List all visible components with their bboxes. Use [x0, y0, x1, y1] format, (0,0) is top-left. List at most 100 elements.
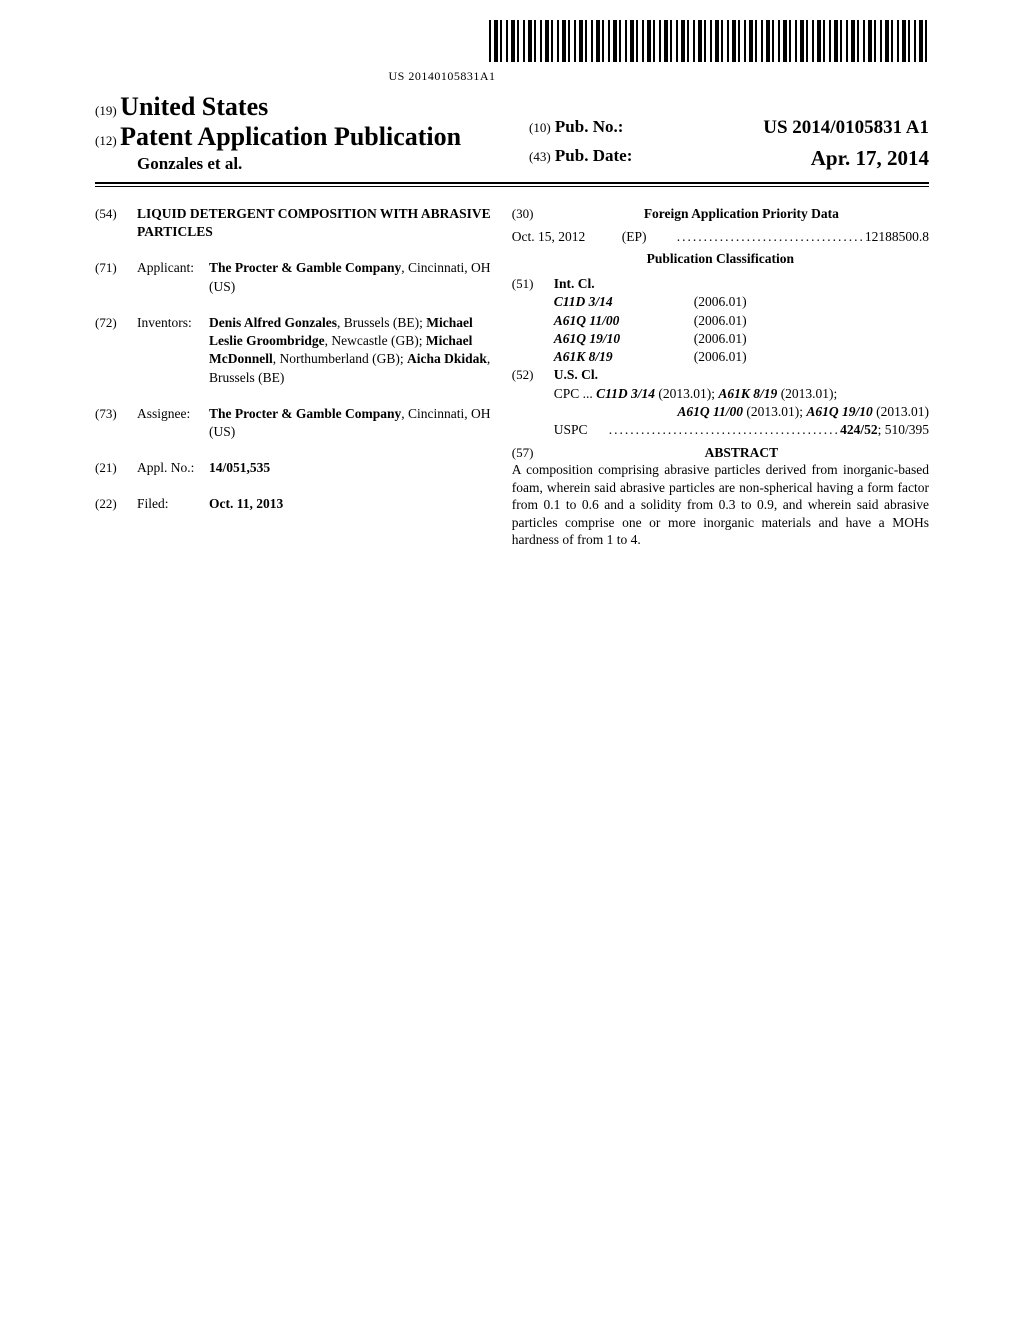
left-column: (54) LIQUID DETERGENT COMPOSITION WITH A…	[95, 205, 494, 549]
cpc-1b: A61K 8/19	[718, 386, 777, 401]
uspc-rest: ; 510/395	[878, 422, 929, 437]
priority-country: (EP)	[622, 229, 677, 245]
inventors-block: (72) Inventors: Denis Alfred Gonzales, B…	[95, 314, 494, 387]
uspc-row: USPC ...................................…	[512, 421, 929, 439]
header-right: (10) Pub. No.: US 2014/0105831 A1 (43) P…	[529, 114, 929, 174]
barcode-number: US 20140105831A1	[95, 69, 789, 84]
int-cl-code-3: A61K 8/19	[554, 348, 694, 366]
uspc-bold: 424/52	[840, 422, 878, 437]
priority-data-row: Oct. 15, 2012 (EP) .....................…	[512, 229, 929, 245]
abstract-text: A composition comprising abrasive partic…	[512, 461, 929, 549]
us-cl-code: (52)	[512, 366, 554, 384]
assignee-label: Assignee:	[137, 405, 209, 441]
pub-no-code: (10)	[529, 120, 551, 135]
applicant-name: The Procter & Gamble Company	[209, 260, 401, 275]
us-cl-label: U.S. Cl.	[554, 366, 929, 384]
applicant-content: The Procter & Gamble Company, Cincinnati…	[209, 259, 494, 295]
filed-content: Oct. 11, 2013	[209, 495, 494, 513]
inventors-label: Inventors:	[137, 314, 209, 387]
foreign-priority-heading: Foreign Application Priority Data	[554, 205, 929, 223]
int-cl-label: Int. Cl.	[554, 275, 929, 293]
cpc-1a: C11D 3/14	[596, 386, 655, 401]
int-cl-header: (51) Int. Cl.	[512, 275, 929, 293]
biblio-columns: (54) LIQUID DETERGENT COMPOSITION WITH A…	[95, 205, 929, 549]
assignee-content: The Procter & Gamble Company, Cincinnati…	[209, 405, 494, 441]
abstract-heading: ABSTRACT	[554, 445, 929, 461]
int-cl-year-0: (2006.01)	[694, 293, 794, 311]
appl-no-block: (21) Appl. No.: 14/051,535	[95, 459, 494, 477]
cpc-2b-suffix: (2013.01)	[873, 404, 929, 419]
pub-no-label: Pub. No.:	[555, 117, 623, 136]
appl-no-label: Appl. No.:	[137, 459, 209, 477]
int-cl-block: (51) Int. Cl. C11D 3/14 (2006.01) A61Q 1…	[512, 275, 929, 366]
country-code: (19)	[95, 103, 117, 118]
title-block: (54) LIQUID DETERGENT COMPOSITION WITH A…	[95, 205, 494, 241]
title-code: (54)	[95, 205, 137, 241]
pub-classification-heading: Publication Classification	[512, 251, 929, 267]
pub-date-left: (43) Pub. Date:	[529, 143, 632, 175]
country-line: (19) United States	[95, 92, 515, 122]
country-name: United States	[120, 92, 268, 121]
appl-no-content: 14/051,535	[209, 459, 494, 477]
inventors-code: (72)	[95, 314, 137, 387]
pub-date-row: (43) Pub. Date: Apr. 17, 2014	[529, 143, 929, 175]
cpc-1a-suffix: (2013.01);	[655, 386, 718, 401]
abstract-heading-row: (57) ABSTRACT	[512, 445, 929, 461]
pub-no-value: US 2014/0105831 A1	[763, 114, 929, 143]
filed-value: Oct. 11, 2013	[209, 496, 283, 511]
us-cl-header: (52) U.S. Cl.	[512, 366, 929, 384]
barcode-graphic	[489, 20, 929, 62]
header: (19) United States (12) Patent Applicati…	[95, 92, 929, 174]
inventor-1: Denis Alfred Gonzales	[209, 315, 337, 330]
applicant-label: Applicant:	[137, 259, 209, 295]
rule-thick	[95, 182, 929, 184]
doc-type: Patent Application Publication	[120, 122, 461, 151]
applicant-block: (71) Applicant: The Procter & Gamble Com…	[95, 259, 494, 295]
rule-thin	[95, 186, 929, 187]
int-cl-code: (51)	[512, 275, 554, 293]
cpc-prefix: CPC ...	[554, 386, 596, 401]
pub-date-label: Pub. Date:	[555, 146, 632, 165]
foreign-priority-block: (30) Foreign Application Priority Data	[512, 205, 929, 223]
cpc-1b-suffix: (2013.01);	[777, 386, 837, 401]
int-cl-year-2: (2006.01)	[694, 330, 794, 348]
int-cl-code-1: A61Q 11/00	[554, 312, 694, 330]
uspc-dots: ........................................…	[609, 421, 840, 439]
filed-block: (22) Filed: Oct. 11, 2013	[95, 495, 494, 513]
cpc-2a: A61Q 11/00	[677, 404, 743, 419]
int-cl-year-1: (2006.01)	[694, 312, 794, 330]
inventors-content: Denis Alfred Gonzales, Brussels (BE); Mi…	[209, 314, 494, 387]
int-cl-code-2: A61Q 19/10	[554, 330, 694, 348]
foreign-priority-code: (30)	[512, 205, 554, 223]
appl-no-value: 14/051,535	[209, 460, 270, 475]
assignee-block: (73) Assignee: The Procter & Gamble Comp…	[95, 405, 494, 441]
cpc-line-1: CPC ... C11D 3/14 (2013.01); A61K 8/19 (…	[512, 385, 929, 403]
right-column: (30) Foreign Application Priority Data O…	[512, 205, 929, 549]
cpc-2b: A61Q 19/10	[806, 404, 872, 419]
uspc-label: USPC	[554, 421, 609, 439]
int-cl-item-2: A61Q 19/10 (2006.01)	[512, 330, 929, 348]
int-cl-item-0: C11D 3/14 (2006.01)	[512, 293, 929, 311]
pub-date-code: (43)	[529, 149, 551, 164]
priority-dots: ...................................	[677, 229, 865, 245]
pub-no-left: (10) Pub. No.:	[529, 114, 623, 143]
header-left: (19) United States (12) Patent Applicati…	[95, 92, 515, 174]
pub-no-row: (10) Pub. No.: US 2014/0105831 A1	[529, 114, 929, 143]
appl-no-code: (21)	[95, 459, 137, 477]
assignee-code: (73)	[95, 405, 137, 441]
doc-type-code: (12)	[95, 133, 117, 148]
assignee-name: The Procter & Gamble Company	[209, 406, 401, 421]
invention-title: LIQUID DETERGENT COMPOSITION WITH ABRASI…	[137, 205, 494, 241]
us-cl-block: (52) U.S. Cl. CPC ... C11D 3/14 (2013.01…	[512, 366, 929, 439]
cpc-line-2: A61Q 11/00 (2013.01); A61Q 19/10 (2013.0…	[512, 403, 929, 421]
pub-date-value: Apr. 17, 2014	[811, 143, 929, 175]
inventor-4: Aicha Dkidak	[407, 351, 487, 366]
abstract-code: (57)	[512, 445, 554, 461]
int-cl-item-3: A61K 8/19 (2006.01)	[512, 348, 929, 366]
priority-number: 12188500.8	[865, 229, 929, 245]
cpc-2a-suffix: (2013.01);	[743, 404, 806, 419]
uspc-value: 424/52; 510/395	[840, 421, 929, 439]
patent-cover-page: US 20140105831A1 (19) United States (12)…	[0, 0, 1024, 569]
applicant-code: (71)	[95, 259, 137, 295]
filed-code: (22)	[95, 495, 137, 513]
